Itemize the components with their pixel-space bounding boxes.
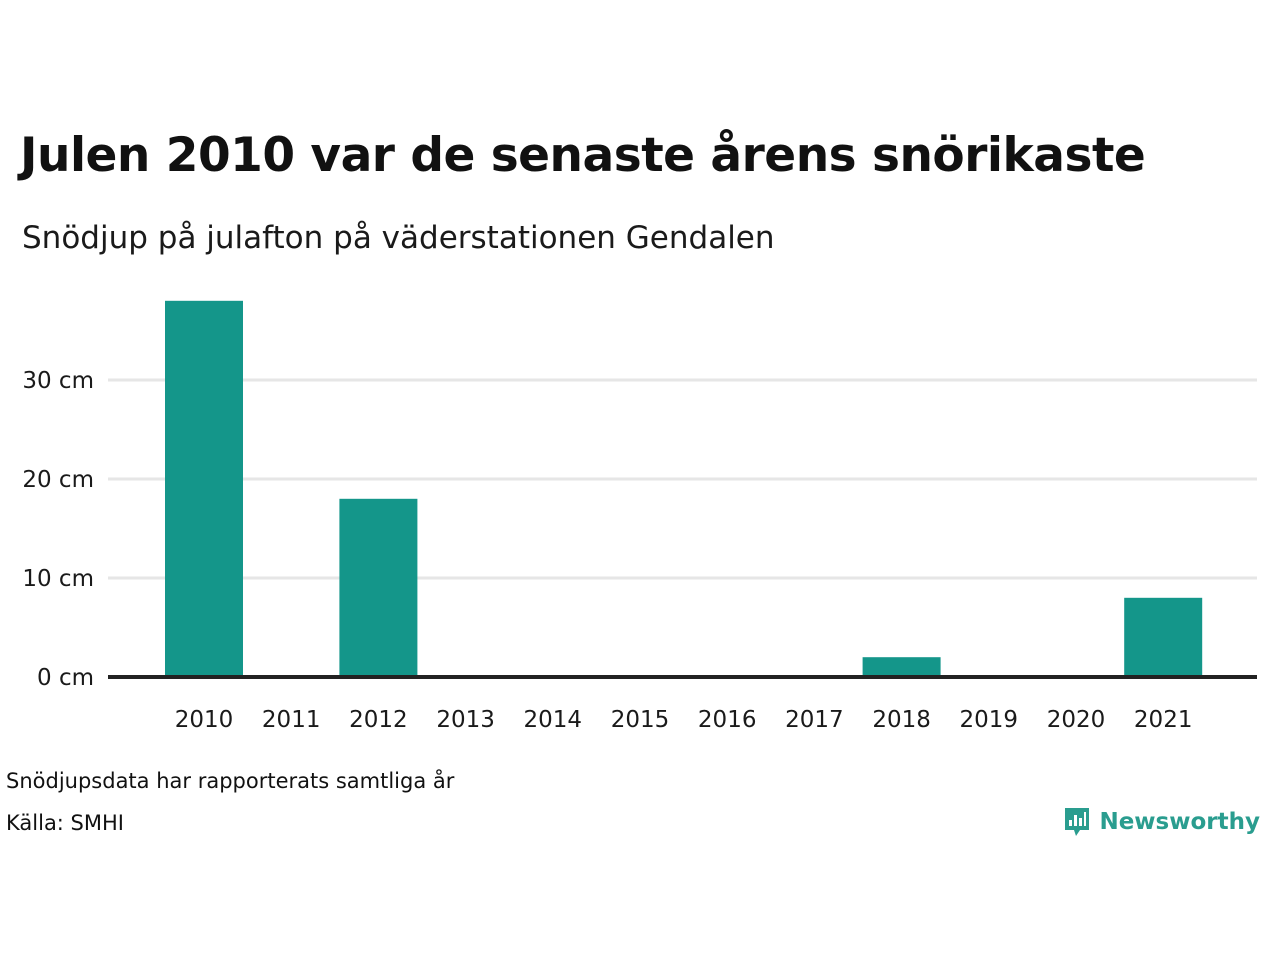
x-tick-label: 2021	[1134, 707, 1193, 733]
bar-2021	[1124, 597, 1203, 677]
y-tick-label: 0 cm	[37, 665, 94, 691]
x-tick-label: 2011	[262, 707, 321, 733]
footnote: Snödjupsdata har rapporterats samtliga å…	[6, 769, 455, 793]
x-tick-label: 2012	[349, 707, 408, 733]
y-tick-label: 30 cm	[22, 368, 94, 394]
x-tick-label: 2019	[960, 707, 1019, 733]
x-tick-label: 2018	[872, 707, 931, 733]
brand-logo: Newsworthy	[1063, 806, 1260, 838]
bar-2018	[862, 657, 941, 677]
bar-2012	[339, 498, 418, 677]
x-tick-label: 2015	[611, 707, 670, 733]
x-tick-label: 2020	[1047, 707, 1106, 733]
bar-chart-speech-bubble-icon	[1065, 808, 1090, 836]
x-tick-label: 2010	[175, 707, 234, 733]
chart-title: Julen 2010 var de senaste årens snörikas…	[20, 128, 1146, 183]
x-tick-label: 2016	[698, 707, 757, 733]
bar-2010	[165, 300, 243, 677]
brand-name: Newsworthy	[1099, 809, 1260, 835]
y-tick-label: 20 cm	[22, 467, 94, 493]
source-credit: Källa: SMHI	[6, 811, 124, 835]
x-tick-label: 2014	[524, 707, 583, 733]
bar-chart: 0 cm 10 cm 20 cm 30 cm 2010 2011 2012 2013 2014 2…	[22, 300, 1257, 733]
x-tick-label: 2013	[436, 707, 495, 733]
y-tick-label: 10 cm	[22, 566, 94, 592]
chart-subtitle: Snödjup på julafton på väderstationen Ge…	[22, 220, 775, 256]
x-tick-label: 2017	[785, 707, 844, 733]
